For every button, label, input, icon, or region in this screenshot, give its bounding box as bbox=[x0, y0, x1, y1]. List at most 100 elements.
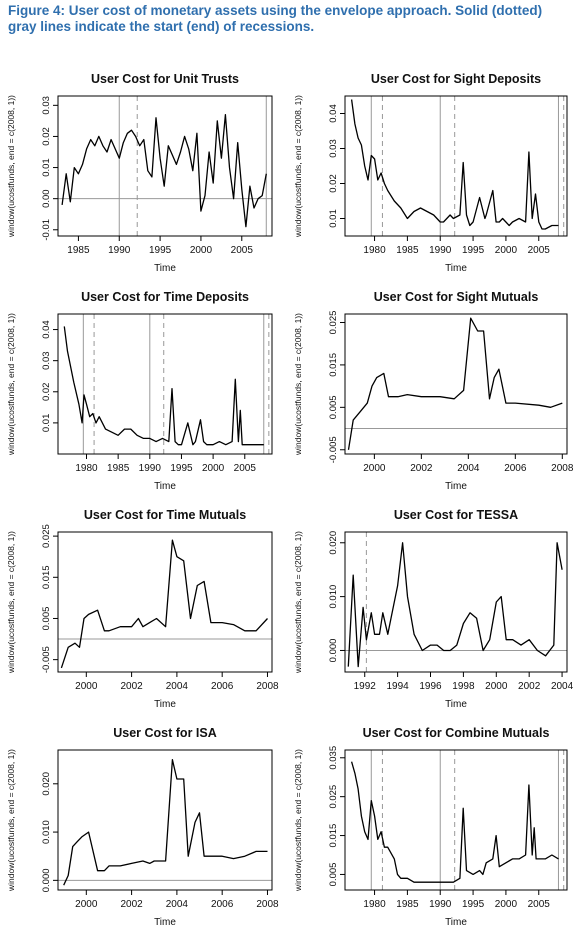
y-tick-label: 0.02 bbox=[328, 174, 339, 193]
y-axis: -0.005 0.005 0.015 0.025 bbox=[328, 311, 345, 463]
x-axis: 1985 1990 1995 2000 2005 bbox=[67, 236, 253, 256]
series-line bbox=[63, 759, 268, 886]
y-axis: -0.005 0.005 0.015 0.025 bbox=[41, 524, 58, 673]
reference-lines bbox=[58, 96, 272, 236]
x-tick-label: 1992 bbox=[354, 681, 377, 692]
chart-title: User Cost for Combine Mutuals bbox=[363, 726, 550, 740]
x-tick-label: 1990 bbox=[429, 245, 452, 256]
x-tick-label: 2000 bbox=[495, 245, 518, 256]
y-axis: -0.01 0.00 0.01 0.02 0.03 bbox=[41, 96, 58, 241]
x-tick-label: 1994 bbox=[386, 681, 409, 692]
y-tick-label: 0.000 bbox=[41, 868, 52, 892]
chart-title: User Cost for Time Mutuals bbox=[84, 508, 246, 522]
x-tick-label: 1995 bbox=[462, 899, 485, 910]
y-tick-label: -0.005 bbox=[41, 646, 52, 673]
x-tick-label: 1998 bbox=[452, 681, 475, 692]
x-tick-label: 1990 bbox=[108, 245, 131, 256]
x-tick-label: 1990 bbox=[139, 463, 162, 474]
series-line bbox=[347, 542, 563, 668]
x-tick-label: 1980 bbox=[75, 463, 98, 474]
chart-title: User Cost for Sight Mutuals bbox=[374, 290, 539, 304]
x-tick-label: 2004 bbox=[457, 463, 480, 474]
x-tick-label: 2002 bbox=[120, 899, 143, 910]
x-axis: 1992 1994 1996 1998 2000 2002 2004 bbox=[354, 672, 574, 692]
x-tick-label: 1985 bbox=[396, 245, 419, 256]
x-axis-label: Time bbox=[154, 263, 176, 274]
chart-title: User Cost for Sight Deposits bbox=[371, 72, 541, 86]
series-line bbox=[61, 114, 267, 228]
y-tick-label: 0.025 bbox=[41, 524, 52, 548]
x-tick-label: 2005 bbox=[231, 245, 254, 256]
x-tick-label: 1995 bbox=[462, 245, 485, 256]
x-tick-label: 2005 bbox=[234, 463, 257, 474]
y-tick-label: 0.02 bbox=[41, 383, 52, 402]
y-axis: 0.000 0.010 0.020 bbox=[328, 531, 345, 662]
x-tick-label: 2008 bbox=[551, 463, 574, 474]
y-axis-label: window(ucostfunds, end = c(2008, 1)) bbox=[293, 531, 303, 674]
y-tick-label: 0.03 bbox=[328, 139, 339, 158]
figure-caption: Figure 4: User cost of monetary assets u… bbox=[8, 3, 543, 34]
chart-panel: User Cost for Unit Trusts 1985 1990 1995 200… bbox=[6, 72, 273, 274]
y-tick-label: 0.005 bbox=[328, 863, 339, 887]
y-axis-label: window(ucostfunds, end = c(2008, 1)) bbox=[6, 313, 16, 456]
x-tick-label: 1990 bbox=[429, 899, 452, 910]
x-tick-label: 1996 bbox=[419, 681, 442, 692]
y-tick-label: 0.03 bbox=[41, 351, 52, 370]
x-axis: 2000 2002 2004 2006 2008 bbox=[75, 672, 279, 692]
y-tick-label: 0.010 bbox=[328, 585, 339, 609]
chart-title: User Cost for Unit Trusts bbox=[91, 72, 239, 86]
y-axis: 0.005 0.015 0.025 0.035 bbox=[328, 746, 345, 886]
x-tick-label: 2002 bbox=[410, 463, 433, 474]
y-tick-label: 0.04 bbox=[41, 320, 52, 339]
x-tick-label: 2005 bbox=[528, 245, 551, 256]
x-tick-label: 2005 bbox=[528, 899, 551, 910]
x-axis-label: Time bbox=[445, 481, 467, 492]
x-tick-label: 1980 bbox=[363, 899, 386, 910]
x-axis: 1980 1985 1990 1995 2000 2005 bbox=[363, 890, 550, 910]
y-axis: 0.01 0.02 0.03 0.04 bbox=[41, 320, 58, 432]
x-axis: 2000 2002 2004 2006 2008 bbox=[75, 890, 279, 910]
plot-frame bbox=[344, 531, 568, 673]
series-line bbox=[60, 539, 268, 669]
y-tick-label: 0.04 bbox=[328, 104, 339, 123]
plot-frame bbox=[344, 749, 568, 891]
x-tick-label: 2008 bbox=[256, 899, 279, 910]
y-tick-label: 0.01 bbox=[41, 414, 52, 433]
x-tick-label: 2000 bbox=[495, 899, 518, 910]
y-tick-label: 0.01 bbox=[328, 209, 339, 228]
x-axis: 2000 2002 2004 2006 2008 bbox=[363, 454, 574, 474]
y-tick-label: 0.020 bbox=[328, 531, 339, 555]
x-tick-label: 2000 bbox=[363, 463, 386, 474]
y-axis: 0.01 0.02 0.03 0.04 bbox=[328, 104, 345, 228]
x-tick-label: 2004 bbox=[551, 681, 574, 692]
y-tick-label: -0.005 bbox=[328, 436, 339, 463]
x-axis: 1980 1985 1990 1995 2000 2005 bbox=[75, 454, 256, 474]
x-axis-label: Time bbox=[445, 917, 467, 928]
reference-lines bbox=[82, 314, 270, 454]
y-axis-label: window(ucostfunds, end = c(2008, 1)) bbox=[293, 95, 303, 238]
y-tick-label: 0.005 bbox=[41, 607, 52, 631]
plot-frame bbox=[57, 313, 273, 455]
x-axis-label: Time bbox=[154, 481, 176, 492]
x-axis-label: Time bbox=[154, 699, 176, 710]
series-line bbox=[350, 99, 559, 230]
x-tick-label: 2006 bbox=[211, 681, 234, 692]
plot-frame bbox=[57, 95, 273, 237]
x-tick-label: 1985 bbox=[107, 463, 130, 474]
chart-panel: User Cost for Combine Mutuals 1980 1985 199… bbox=[293, 726, 568, 928]
y-tick-label: 0.025 bbox=[328, 311, 339, 335]
y-tick-label: 0.015 bbox=[41, 565, 52, 589]
y-tick-label: 0.00 bbox=[41, 189, 52, 208]
chart-panel: User Cost for TESSA 1992 1994 1996 1998 2000 2… bbox=[293, 508, 574, 710]
plot-frame bbox=[344, 95, 568, 237]
x-tick-label: 2008 bbox=[256, 681, 279, 692]
x-tick-label: 2006 bbox=[504, 463, 527, 474]
y-tick-label: 0.020 bbox=[41, 772, 52, 796]
x-tick-label: 1985 bbox=[67, 245, 90, 256]
y-tick-label: 0.015 bbox=[328, 824, 339, 848]
x-axis: 1980 1985 1990 1995 2000 2005 bbox=[363, 236, 550, 256]
x-tick-label: 1985 bbox=[396, 899, 419, 910]
x-tick-label: 1995 bbox=[149, 245, 172, 256]
